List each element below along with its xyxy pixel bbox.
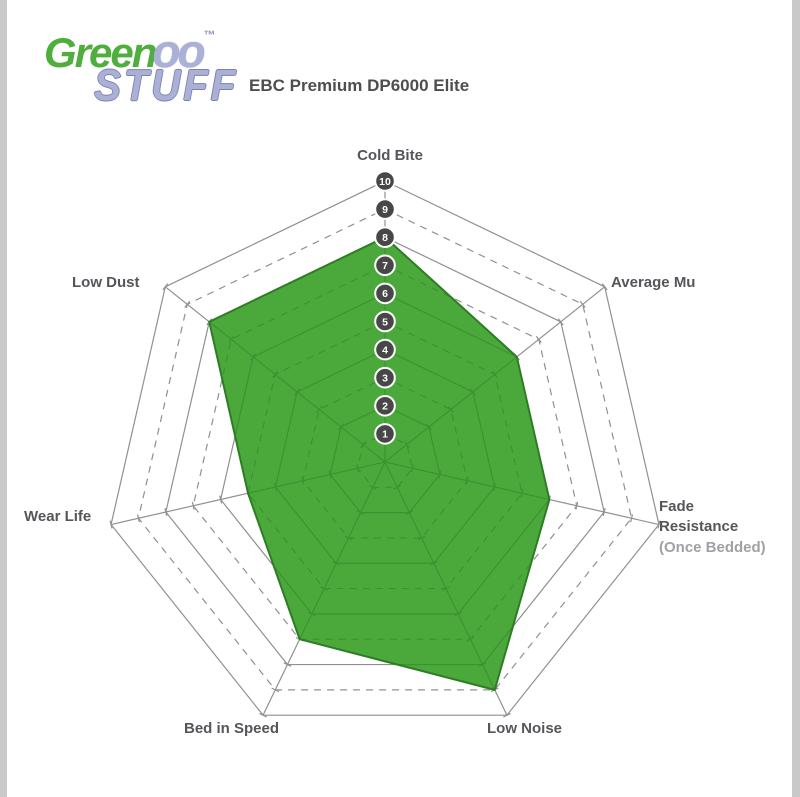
svg-text:8: 8 [382,232,388,244]
svg-text:1: 1 [382,429,388,441]
svg-text:7: 7 [382,260,388,272]
svg-text:9: 9 [382,204,388,216]
logo-word-green: Green [44,29,157,76]
left-edge-strip [0,0,7,797]
svg-text:4: 4 [382,344,388,356]
svg-text:5: 5 [382,316,388,328]
logo-word-stuff: STUFF [94,61,239,110]
axis-label-low-noise: Low Noise [487,720,563,737]
logo-word-oo: oo [152,25,205,77]
svg-text:2: 2 [382,401,388,413]
logo-trademark: ™ [203,28,216,42]
axis-label-fade-resistance-sub: (Once Bedded) [659,538,766,556]
axis-label-average-mu: Average Mu [611,274,696,291]
greenstuff-logo: Greenoo™ STUFF [44,28,251,108]
axis-label-low-dust: Low Dust [72,274,140,291]
chart-title: EBC Premium DP6000 Elite [249,76,470,95]
axis-label-fade-resistance: Fade Resistance (Once Bedded) [659,497,766,558]
logo-top-line: Greenoo™ [44,28,251,74]
axis-label-cold-bite: Cold Bite [357,147,423,164]
axis-label-bed-in-speed: Bed in Speed [184,720,280,737]
axis-label-fade-resistance-main: Fade Resistance [659,498,739,536]
svg-text:6: 6 [382,288,388,300]
svg-text:3: 3 [382,373,388,385]
right-edge-strip [792,0,800,797]
svg-text:10: 10 [379,176,391,188]
axis-label-wear-life: Wear Life [24,508,92,525]
